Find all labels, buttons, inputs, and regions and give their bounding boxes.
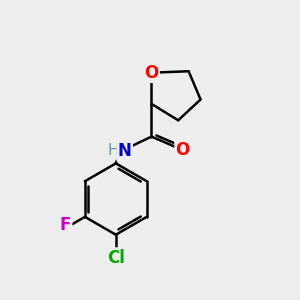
Text: H: H <box>107 143 118 158</box>
Text: F: F <box>60 216 71 234</box>
Text: O: O <box>176 141 190 159</box>
Text: N: N <box>118 142 132 160</box>
Text: Cl: Cl <box>107 249 125 267</box>
Text: O: O <box>144 64 159 82</box>
